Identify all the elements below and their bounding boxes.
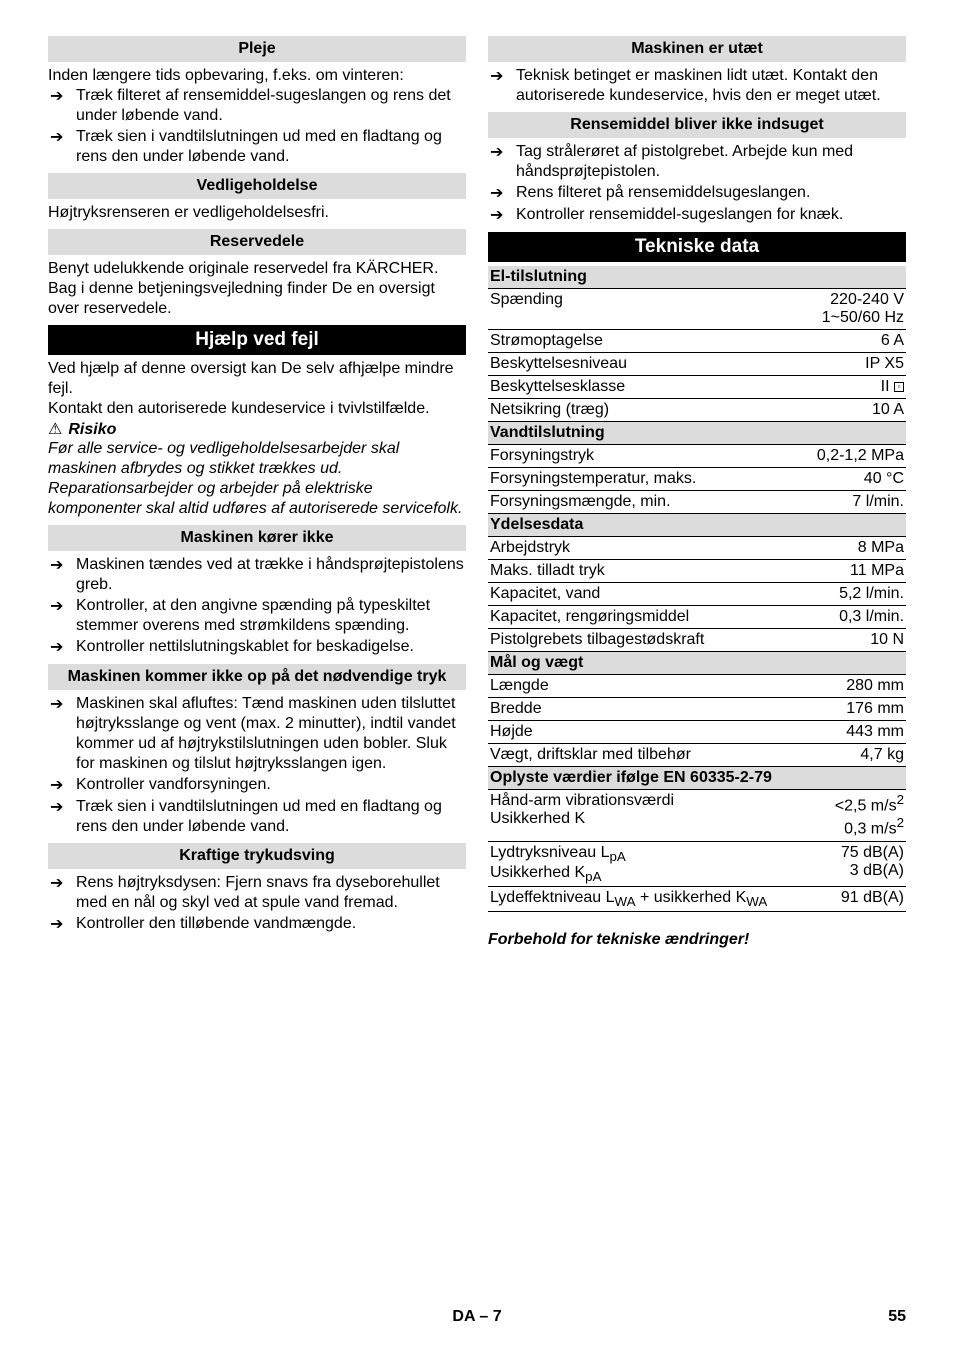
warning-icon: ⚠ [48, 422, 62, 438]
heading-vedligeholdelse: Vedligeholdelse [48, 173, 466, 199]
hjaelp-p1: Ved hjælp af denne oversigt kan De selv … [48, 359, 466, 399]
list-item: ➔Træk sien i vandtilslutningen ud med en… [48, 797, 466, 837]
heading-kommer: Maskinen kommer ikke op på det nødvendig… [48, 664, 466, 690]
footer-center: DA – 7 [452, 1308, 501, 1326]
table-row: Forsyningstemperatur, maks.40 °C [488, 468, 906, 491]
table-row: Pistolgrebets tilbagestødskraft10 N [488, 629, 906, 652]
table-row: Kapacitet, vand5,2 l/min. [488, 583, 906, 606]
list-item: ➔Maskinen skal afluftes: Tænd maskinen u… [48, 694, 466, 774]
heading-reservedele: Reservedele [48, 229, 466, 255]
list-item: ➔Træk filteret af rensemiddel-sugeslange… [48, 86, 466, 126]
heading-pleje: Pleje [48, 36, 466, 62]
heading-kraftige: Kraftige trykudsving [48, 843, 466, 869]
heading-hjaelp: Hjælp ved fejl [48, 325, 466, 355]
table-row: BeskyttelsesniveauIP X5 [488, 353, 906, 376]
reserve-text: Benyt udelukkende originale reservedel f… [48, 259, 466, 319]
arrow-icon: ➔ [490, 183, 516, 204]
pleje-intro: Inden længere tids opbevaring, f.eks. om… [48, 66, 466, 86]
arrow-icon: ➔ [50, 127, 76, 148]
hjaelp-p2: Kontakt den autoriserede kundeservice i … [48, 399, 466, 419]
table-row: Højde443 mm [488, 721, 906, 744]
table-header: Mål og vægt [488, 652, 906, 675]
arrow-icon: ➔ [490, 205, 516, 226]
list-item: ➔Tag strålerøret af pistolgrebet. Arbejd… [488, 142, 906, 182]
forbehold-text: Forbehold for tekniske ændringer! [488, 930, 906, 950]
arrow-icon: ➔ [50, 555, 76, 576]
list-item: ➔Maskinen tændes ved at trække i håndspr… [48, 555, 466, 595]
square-icon: ▫ [894, 382, 904, 392]
heading-korer: Maskinen kører ikke [48, 525, 466, 551]
table-header: Ydelsesdata [488, 514, 906, 537]
table-row: Lydeffektniveau LWA + usikkerhed KWA91 d… [488, 887, 906, 912]
heading-tekniske: Tekniske data [488, 232, 906, 262]
list-item: ➔Træk sien i vandtilslutningen ud med en… [48, 127, 466, 167]
list-item: ➔Kontroller nettilslutningskablet for be… [48, 637, 466, 658]
arrow-icon: ➔ [50, 775, 76, 796]
arrow-icon: ➔ [50, 86, 76, 107]
table-row: Kapacitet, rengøringsmiddel0,3 l/min. [488, 606, 906, 629]
heading-rense: Rensemiddel bliver ikke indsuget [488, 112, 906, 138]
heading-utaet: Maskinen er utæt [488, 36, 906, 62]
risk-text: Før alle service- og vedligeholdelsesarb… [48, 439, 466, 519]
page-footer: DA – 7 55 [48, 1308, 906, 1326]
footer-page-number: 55 [888, 1308, 906, 1326]
vedlige-text: Højtryksrenseren er vedligeholdelsesfri. [48, 203, 466, 223]
arrow-icon: ➔ [50, 596, 76, 617]
list-item: ➔Kontroller vandforsyningen. [48, 775, 466, 796]
table-row: Spænding220-240 V1~50/60 Hz [488, 289, 906, 330]
table-row: Hånd-arm vibrationsværdiUsikkerhed K<2,5… [488, 790, 906, 842]
table-row: BeskyttelsesklasseII ▫ [488, 376, 906, 399]
table-row: Lydtryksniveau LpAUsikkerhed KpA75 dB(A)… [488, 841, 906, 886]
table-row: Forsyningstryk0,2-1,2 MPa [488, 445, 906, 468]
list-item: ➔Kontroller den tilløbende vandmængde. [48, 914, 466, 935]
table-row: Længde280 mm [488, 675, 906, 698]
table-row: Maks. tilladt tryk11 MPa [488, 560, 906, 583]
table-header: Vandtilslutning [488, 422, 906, 445]
table-row: Netsikring (træg)10 A [488, 399, 906, 422]
list-item: ➔Kontroller, at den angivne spænding på … [48, 596, 466, 636]
list-item: ➔Rens højtryksdysen: Fjern snavs fra dys… [48, 873, 466, 913]
table-row: Bredde176 mm [488, 698, 906, 721]
arrow-icon: ➔ [50, 914, 76, 935]
arrow-icon: ➔ [490, 142, 516, 163]
table-header: El-tilslutning [488, 266, 906, 289]
risk-label: ⚠Risiko [48, 421, 466, 439]
table-row: Forsyningsmængde, min.7 l/min. [488, 491, 906, 514]
arrow-icon: ➔ [50, 637, 76, 658]
table-header: Oplyste værdier ifølge EN 60335-2-79 [488, 767, 906, 790]
arrow-icon: ➔ [50, 873, 76, 894]
table-row: Strømoptagelse6 A [488, 330, 906, 353]
table-row: Arbejdstryk8 MPa [488, 537, 906, 560]
table-row: Vægt, driftsklar med tilbehør4,7 kg [488, 744, 906, 767]
list-item: ➔Teknisk betinget er maskinen lidt utæt.… [488, 66, 906, 106]
arrow-icon: ➔ [50, 694, 76, 715]
list-item: ➔Rens filteret på rensemiddelsugeslangen… [488, 183, 906, 204]
arrow-icon: ➔ [50, 797, 76, 818]
arrow-icon: ➔ [490, 66, 516, 87]
data-table: El-tilslutning Spænding220-240 V1~50/60 … [488, 266, 906, 912]
list-item: ➔Kontroller rensemiddel-sugeslangen for … [488, 205, 906, 226]
